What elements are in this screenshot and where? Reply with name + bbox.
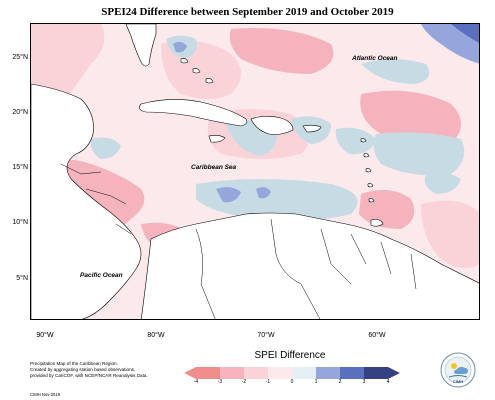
legend-color-bar — [184, 367, 400, 379]
atlantic-ocean-label: Atlantic Ocean — [352, 55, 398, 62]
lat-label-20n: 20°N — [12, 109, 28, 116]
footer-line: provided by CariCOF, with NCEP/NCAR Rean… — [30, 373, 148, 378]
pacific-ocean-label: Pacific Ocean — [80, 272, 123, 279]
legend-tick: -2 — [241, 379, 247, 385]
footer-description: Precipitation Map of the Caribbean Regio… — [30, 361, 170, 379]
cimh-logo: CIMH — [440, 352, 476, 388]
legend-swatch-3 — [244, 367, 268, 379]
lat-label-15n: 15°N — [12, 164, 28, 171]
lat-label-25n: 25°N — [12, 54, 28, 61]
footer-line: Created by aggregating station based obs… — [30, 367, 136, 372]
legend-swatch-2 — [220, 367, 244, 379]
legend-tick: -3 — [217, 379, 223, 385]
legend-tick: -1 — [265, 379, 271, 385]
legend-tick: 2 — [338, 379, 342, 385]
legend-swatch-8 — [364, 367, 388, 379]
lat-label-5n: 5°N — [16, 275, 28, 282]
credit-text: CIMH Nov-2019 — [30, 392, 61, 397]
legend-title: SPEI Difference — [254, 350, 326, 361]
lon-label-80w: 80°W — [147, 332, 165, 339]
legend-swatch-1 — [196, 367, 220, 379]
lon-label-70w: 70°W — [257, 332, 275, 339]
spei-map — [31, 24, 479, 319]
map-frame — [30, 23, 480, 320]
footer-line: Precipitation Map of the Caribbean Regio… — [30, 361, 118, 366]
land-outlines — [31, 24, 479, 319]
legend-arrow-right — [388, 367, 400, 379]
legend-tick: 4 — [386, 379, 390, 385]
legend-tick: 3 — [362, 379, 366, 385]
caribbean-sea-label: Caribbean Sea — [191, 164, 237, 171]
legend-swatch-5 — [292, 367, 316, 379]
legend-tick: -4 — [193, 379, 199, 385]
legend-swatch-4 — [268, 367, 292, 379]
legend-tick: 1 — [314, 379, 318, 385]
lon-label-60w: 60°W — [368, 332, 386, 339]
lon-label-90w: 90°W — [36, 332, 54, 339]
legend-tick: 0 — [290, 379, 294, 385]
legend-swatch-7 — [340, 367, 364, 379]
legend-arrow-left — [184, 367, 196, 379]
map-title: SPEI24 Difference between September 2019… — [101, 6, 394, 18]
logo-text: CIMH — [453, 379, 463, 384]
lat-label-10n: 10°N — [12, 219, 28, 226]
country-borders — [60, 163, 417, 319]
legend-swatch-6 — [316, 367, 340, 379]
